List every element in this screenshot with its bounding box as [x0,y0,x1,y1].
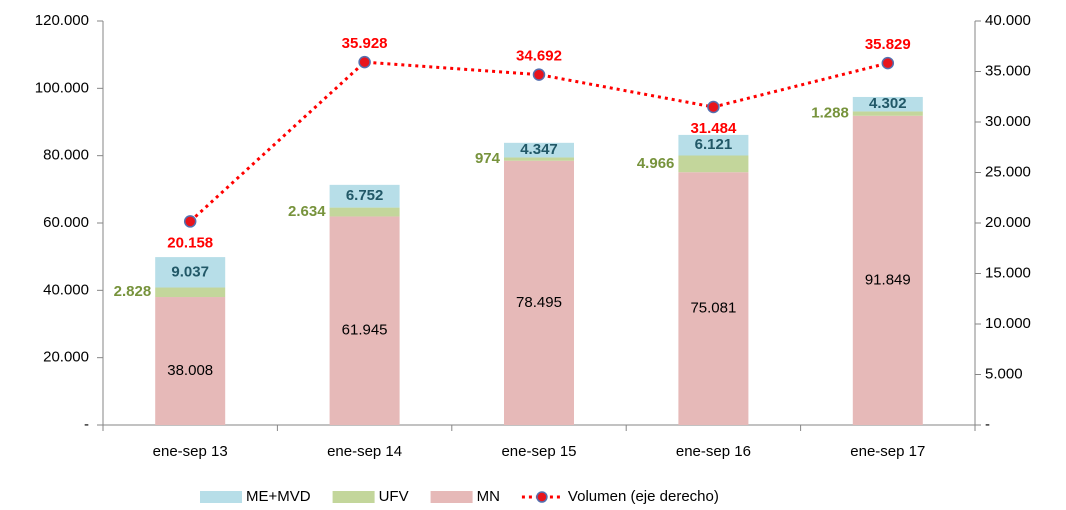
line-marker [358,55,371,69]
y-tick-label: 120.000 [35,12,89,29]
bar-segment [329,184,400,208]
bar-segment [329,207,400,217]
data-label: 6.121 [695,136,733,153]
y-tick-label: 20.000 [43,349,89,366]
legend-label: ME+MVD [246,488,311,505]
line-marker [707,100,720,114]
data-label: 38.008 [167,362,213,379]
legend-swatch [430,491,473,503]
data-label: 6.752 [346,187,384,204]
legend-label: Volumen (eje derecho) [568,488,719,505]
y2-tick-label: 40.000 [985,12,1031,29]
bar-segment [504,160,574,425]
bar-segment [678,172,749,425]
data-label: 20.158 [167,234,213,251]
data-label: 9.037 [171,263,209,280]
data-label: 4.966 [637,155,675,172]
x-tick-label: ene-sep 13 [153,443,228,460]
y2-tick-label: 10.000 [985,315,1031,332]
data-label: 34.692 [516,48,562,65]
y-tick-label: 80.000 [43,147,89,164]
line-marker [881,56,895,70]
data-label: 974 [475,150,501,167]
y2-tick-label: 25.000 [985,163,1031,180]
x-tick-label: ene-sep 17 [850,443,925,460]
data-label: 2.634 [288,203,326,220]
legend-label: UFV [379,488,409,505]
y2-tick-label: 15.000 [985,264,1031,281]
line-marker [532,68,546,81]
bar-segment [504,157,574,161]
data-label: 75.081 [690,300,736,317]
line-marker [183,215,197,228]
y2-tick-label: 30.000 [985,113,1031,130]
bar-segment [329,216,400,425]
data-label: 78.495 [516,294,562,311]
data-label: 61.945 [342,322,388,339]
x-tick-label: ene-sep 14 [327,443,402,460]
data-label: 1.288 [811,105,849,122]
bar-segment [852,111,923,116]
bar-segment [678,155,749,173]
y2-tick-label: 5.000 [985,365,1023,382]
bar-segment [852,96,923,112]
y2-tick-label: - [985,416,990,433]
bar-segment [155,287,226,298]
data-label: 35.928 [342,35,388,52]
y-tick-label: 100.000 [35,79,89,96]
data-label: 35.829 [865,36,911,53]
data-label: 31.484 [690,120,737,137]
x-tick-label: ene-sep 16 [676,443,751,460]
y2-tick-label: 35.000 [985,62,1031,79]
y-tick-label: 40.000 [43,281,89,298]
data-label: 4.302 [869,95,907,112]
y2-tick-label: 20.000 [985,214,1031,231]
data-label: 91.849 [865,271,911,288]
y-tick-label: - [84,416,89,433]
bar-segment [155,257,226,288]
bar-segment [155,297,226,425]
data-label: 2.828 [114,283,152,300]
legend-label: MN [477,488,500,505]
x-tick-label: ene-sep 15 [501,443,576,460]
y-tick-label: 60.000 [43,214,89,231]
bar-segment [852,115,923,426]
legend-swatch [536,491,548,503]
legend-swatch [332,491,375,503]
data-label: 4.347 [520,141,558,158]
legend-swatch [200,491,242,503]
bar-segment [504,142,574,158]
bar-segment [678,134,749,156]
